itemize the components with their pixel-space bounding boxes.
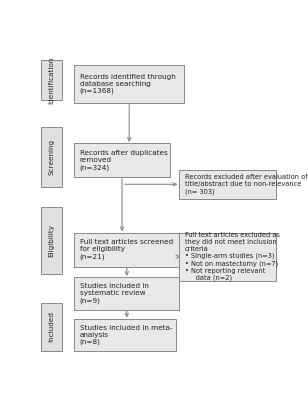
FancyBboxPatch shape	[74, 319, 176, 351]
Text: Eligibility: Eligibility	[49, 224, 55, 257]
Text: Records identified through
database searching
(n=1368): Records identified through database sear…	[80, 74, 176, 94]
FancyBboxPatch shape	[41, 303, 62, 351]
Text: Identification: Identification	[49, 57, 55, 104]
FancyBboxPatch shape	[179, 233, 276, 280]
Text: Studies included in
systematic review
(n=9): Studies included in systematic review (n…	[80, 283, 149, 304]
FancyBboxPatch shape	[41, 207, 62, 274]
FancyBboxPatch shape	[179, 170, 276, 199]
Text: Studies included in meta-
analysis
(n=8): Studies included in meta- analysis (n=8)	[80, 325, 172, 346]
FancyBboxPatch shape	[41, 127, 62, 187]
FancyBboxPatch shape	[74, 233, 179, 267]
FancyBboxPatch shape	[74, 65, 184, 104]
Text: Screening: Screening	[49, 139, 55, 176]
FancyBboxPatch shape	[74, 144, 170, 177]
FancyBboxPatch shape	[41, 60, 62, 100]
FancyBboxPatch shape	[74, 278, 179, 310]
Text: Records excluded after evaluation of
title/abstract due to non-relevance
(n= 303: Records excluded after evaluation of tit…	[185, 174, 307, 194]
Text: Included: Included	[49, 311, 55, 342]
Text: Full text articles screened
for eligibility
(n=21): Full text articles screened for eligibil…	[80, 240, 173, 260]
Text: Records after duplicates
removed
(n=324): Records after duplicates removed (n=324)	[80, 150, 168, 171]
Text: Full text articles excluded as
they did not meet inclusion
criteria
• Single-arm: Full text articles excluded as they did …	[185, 232, 280, 282]
